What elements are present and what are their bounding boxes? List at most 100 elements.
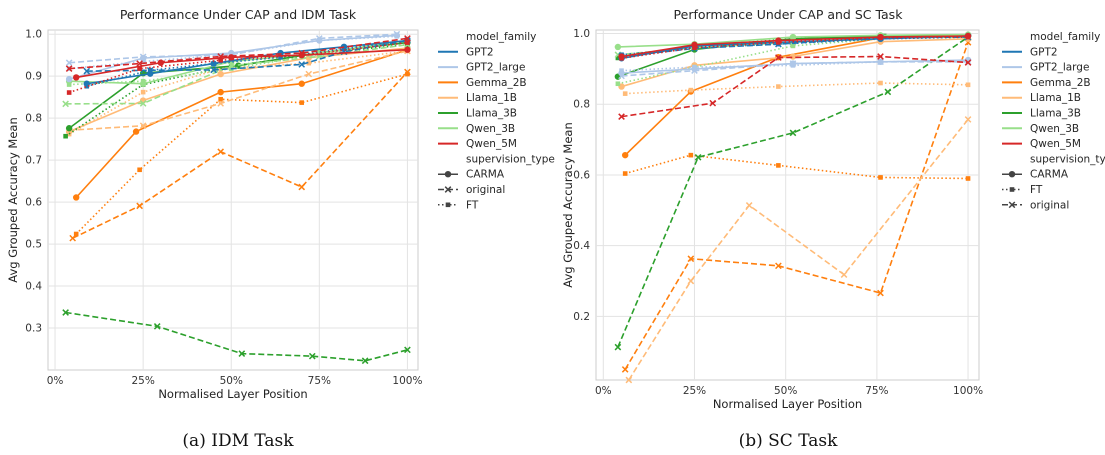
data-point bbox=[66, 90, 72, 95]
data-point bbox=[217, 70, 224, 78]
series-Llama_3B-original bbox=[62, 309, 411, 365]
series-Gemma_2B-CARMA bbox=[621, 32, 972, 159]
legend-label: GPT2_large bbox=[466, 62, 525, 74]
legend-label: Gemma_2B bbox=[466, 77, 527, 89]
series-Llama_3B-original bbox=[614, 33, 972, 351]
data-point-stroke-b bbox=[621, 366, 629, 373]
data-point bbox=[394, 33, 400, 39]
x-tick-label: 25% bbox=[683, 385, 706, 397]
data-point bbox=[622, 171, 628, 176]
data-point bbox=[405, 71, 410, 77]
data-point bbox=[361, 357, 369, 365]
legend-label: CARMA bbox=[1030, 169, 1069, 181]
series-Llama_1B-original bbox=[625, 116, 972, 384]
data-point-stroke-b bbox=[775, 262, 782, 270]
data-point bbox=[72, 194, 80, 201]
data-point bbox=[688, 152, 694, 158]
legend-label: GPT2 bbox=[466, 46, 494, 58]
data-point bbox=[298, 183, 306, 191]
data-point bbox=[619, 55, 624, 61]
data-point bbox=[790, 43, 796, 49]
data-point-stroke-b bbox=[305, 70, 313, 78]
data-point bbox=[132, 128, 140, 135]
data-point bbox=[614, 43, 622, 51]
series-line bbox=[69, 39, 408, 86]
data-point-stroke-b bbox=[69, 234, 76, 242]
data-point bbox=[306, 60, 312, 66]
data-point-stroke-b bbox=[83, 67, 91, 75]
data-point bbox=[691, 67, 698, 74]
chart-panel-2: Performance Under CAP and SC Task0.20.40… bbox=[561, 7, 1105, 451]
legend-item-GPT2: GPT2 bbox=[438, 46, 494, 58]
series-Qwen_5M-FT bbox=[66, 40, 410, 95]
chart-panel-1: Performance Under CAP and IDM Task 0.3 0.4… bbox=[6, 7, 555, 451]
data-point-stroke-b bbox=[136, 60, 143, 67]
legend-item-GPT2_large: GPT2_large bbox=[438, 62, 525, 74]
data-point-stroke-b bbox=[964, 116, 972, 123]
x-tick-label: 0% bbox=[47, 375, 64, 387]
series-line bbox=[68, 41, 408, 94]
legend-style-original: original bbox=[438, 184, 505, 196]
y-axis-label: Avg Grouped Accuracy Mean bbox=[561, 122, 575, 288]
figure-caption: (b) SC Task bbox=[739, 431, 838, 451]
data-point bbox=[217, 148, 224, 156]
data-point bbox=[965, 82, 971, 88]
data-point-stroke-b bbox=[404, 346, 411, 354]
data-point bbox=[308, 352, 316, 360]
data-point bbox=[840, 271, 848, 278]
data-point bbox=[878, 175, 883, 180]
legend-style-marker bbox=[1008, 201, 1016, 209]
data-point bbox=[147, 67, 153, 73]
data-point bbox=[210, 66, 217, 74]
legend-style-marker bbox=[444, 186, 452, 193]
series-group bbox=[62, 30, 411, 365]
data-point bbox=[776, 40, 781, 45]
data-point-stroke-b bbox=[210, 66, 217, 74]
legend-style-FT: FT bbox=[438, 199, 479, 211]
data-point bbox=[305, 70, 313, 78]
data-point bbox=[776, 84, 781, 89]
legend-item-Llama_1B: Llama_1B bbox=[1002, 92, 1081, 104]
data-point bbox=[965, 34, 971, 40]
legend-style-title: supervision_type bbox=[1030, 153, 1105, 165]
data-point-stroke-b bbox=[136, 202, 143, 210]
data-point bbox=[278, 54, 283, 60]
data-point bbox=[140, 78, 146, 84]
data-point bbox=[217, 100, 224, 107]
data-point-stroke-b bbox=[404, 35, 411, 42]
data-point-stroke-b bbox=[618, 113, 625, 120]
data-point bbox=[65, 125, 73, 132]
legend-style-CARMA: CARMA bbox=[1002, 169, 1069, 181]
y-tick-label: 0.4 bbox=[25, 281, 42, 293]
data-point-stroke-b bbox=[62, 100, 69, 108]
data-point-stroke-b bbox=[789, 129, 797, 137]
x-axis-label: Normalised Layer Position bbox=[713, 397, 862, 411]
data-point bbox=[137, 66, 142, 71]
y-tick-label: 0.2 bbox=[573, 311, 590, 323]
data-point bbox=[789, 60, 797, 67]
data-point bbox=[84, 83, 90, 89]
data-point-stroke-b bbox=[775, 54, 782, 61]
legend-label: FT bbox=[466, 199, 479, 211]
y-tick-label: 0.5 bbox=[25, 239, 42, 251]
legend-item-Qwen_3B: Qwen_3B bbox=[438, 123, 515, 135]
legend-item-GPT2: GPT2 bbox=[1002, 46, 1058, 58]
series-line bbox=[625, 82, 969, 95]
legend-style-marker bbox=[1009, 187, 1015, 192]
data-point bbox=[218, 57, 223, 63]
series-Gemma_2B-original bbox=[69, 68, 411, 242]
data-point bbox=[298, 80, 305, 87]
legend-item-GPT2_large: GPT2_large bbox=[1002, 62, 1089, 74]
legend-label: original bbox=[1030, 199, 1069, 211]
y-tick-label: 0.9 bbox=[25, 71, 42, 83]
data-point bbox=[965, 176, 971, 181]
legend-label: CARMA bbox=[466, 169, 505, 181]
series-line bbox=[68, 41, 408, 129]
x-tick-label: 0% bbox=[595, 385, 612, 397]
data-point bbox=[211, 61, 216, 66]
x-tick-label: 100% bbox=[392, 375, 422, 387]
data-point-stroke-b bbox=[217, 100, 224, 107]
legend-style-FT: FT bbox=[1002, 184, 1043, 196]
legend-item-Llama_3B: Llama_3B bbox=[438, 108, 517, 120]
